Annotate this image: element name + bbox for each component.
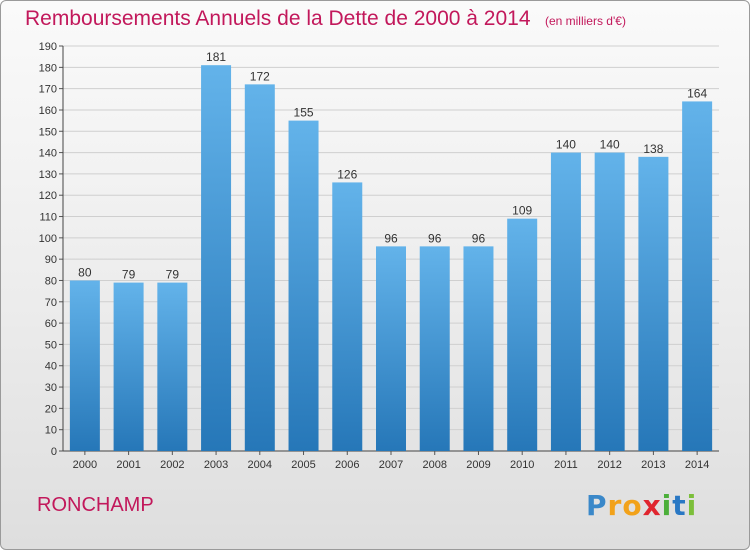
y-tick-label: 0 <box>51 446 57 458</box>
y-tick-label: 80 <box>45 275 57 287</box>
y-tick-label: 110 <box>39 212 57 224</box>
data-label: 140 <box>556 138 576 152</box>
logo-letter: x <box>642 489 662 522</box>
bar <box>113 282 144 451</box>
y-tick-label: 140 <box>39 148 57 160</box>
data-label: 140 <box>600 138 620 152</box>
x-tick-label: 2010 <box>510 459 534 471</box>
bar <box>244 84 275 452</box>
y-tick-label: 130 <box>39 169 57 181</box>
logo-letter: P <box>586 489 608 522</box>
data-label: 96 <box>428 231 442 245</box>
data-label: 80 <box>78 265 92 279</box>
bar <box>638 156 669 451</box>
x-tick-label: 2002 <box>160 459 184 471</box>
x-tick-label: 2007 <box>379 459 403 471</box>
y-tick-label: 60 <box>45 318 57 330</box>
logo-letter: t <box>672 489 687 522</box>
bar <box>682 101 713 451</box>
bar <box>288 120 319 452</box>
y-tick-label: 180 <box>39 62 57 74</box>
y-tick-label: 70 <box>45 297 57 309</box>
bar <box>201 65 232 452</box>
data-label: 181 <box>206 50 226 64</box>
bar <box>594 152 625 451</box>
commune-name: RONCHAMP <box>37 494 154 516</box>
y-tick-label: 160 <box>39 105 57 117</box>
data-label: 172 <box>250 69 270 83</box>
data-label: 79 <box>166 268 180 282</box>
bars <box>69 65 713 452</box>
bar <box>376 246 406 451</box>
logo-letter: i <box>686 489 698 522</box>
y-tick-label: 90 <box>45 254 57 266</box>
data-label: 109 <box>512 204 532 218</box>
y-tick-label: 20 <box>45 403 57 415</box>
x-tick-label: 2012 <box>597 459 621 471</box>
data-label: 164 <box>687 86 707 100</box>
x-tick-label: 2008 <box>422 459 446 471</box>
data-label: 79 <box>122 268 136 282</box>
x-tick-label: 2009 <box>466 459 490 471</box>
x-tick-label: 2001 <box>116 459 140 471</box>
data-label: 96 <box>384 231 398 245</box>
logo-letter: i <box>661 489 673 522</box>
chart-title: Remboursements Annuels de la Dette de 20… <box>25 7 531 30</box>
logo-letter: o <box>622 489 643 522</box>
y-tick-label: 30 <box>45 382 57 394</box>
bar <box>69 280 100 451</box>
x-tick-label: 2006 <box>335 459 359 471</box>
y-tick-label: 100 <box>39 233 57 245</box>
y-tick-label: 170 <box>39 84 57 96</box>
y-tick-label: 50 <box>45 339 57 351</box>
logo-letter: r <box>607 489 623 522</box>
bar <box>463 246 494 451</box>
x-tick-label: 2005 <box>291 459 315 471</box>
x-tick-label: 2000 <box>73 459 97 471</box>
y-tick-label: 120 <box>39 190 57 202</box>
bar <box>332 182 363 451</box>
x-tick-label: 2014 <box>685 459 709 471</box>
data-label: 138 <box>643 142 663 156</box>
data-label: 155 <box>294 106 314 120</box>
x-tick-label: 2013 <box>641 459 665 471</box>
y-tick-label: 190 <box>39 41 57 53</box>
y-tick-label: 40 <box>45 361 57 373</box>
data-label: 96 <box>472 231 486 245</box>
bar <box>507 218 538 451</box>
y-tick-label: 150 <box>39 126 57 138</box>
x-tick-label: 2003 <box>204 459 228 471</box>
bar <box>157 282 188 451</box>
data-label: 126 <box>337 167 357 181</box>
title-row: Remboursements Annuels de la Dette de 20… <box>25 7 626 31</box>
x-tick-label: 2011 <box>554 459 578 471</box>
bar <box>419 246 450 451</box>
labels: 80 2000 79 2001 79 2002 181 2003 172 2004 155 2005 1… <box>73 50 710 471</box>
x-tick-label: 2004 <box>248 459 272 471</box>
chart-subtitle: (en milliers d'€) <box>544 14 626 28</box>
bar <box>550 152 581 451</box>
proxiti-logo[interactable]: Proxiti <box>586 489 697 522</box>
y-tick-label: 10 <box>45 425 57 437</box>
